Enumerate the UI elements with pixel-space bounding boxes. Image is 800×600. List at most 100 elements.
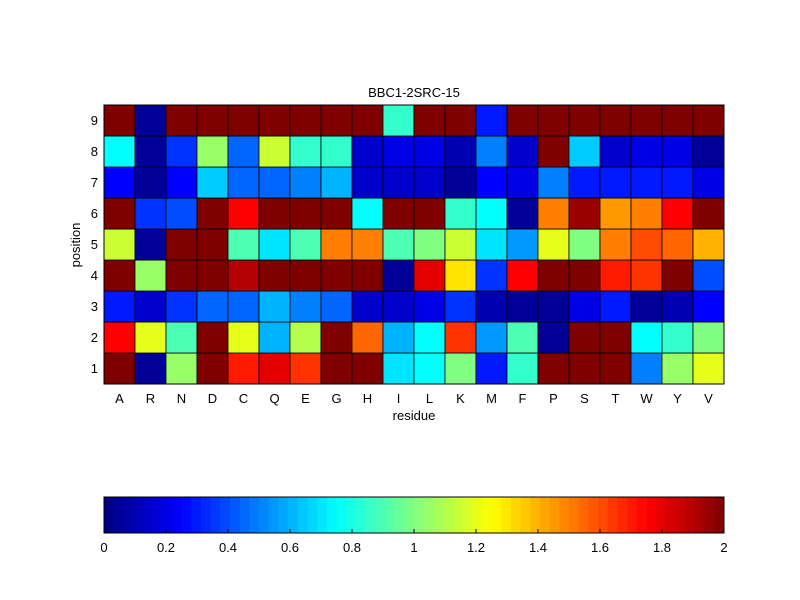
heatmap-cell-E-2 [289,321,322,354]
y-tick-label: 3 [91,299,98,314]
heatmap-cell-I-6 [382,197,415,230]
heatmap-cell-M-9 [475,104,508,137]
heatmap-cell-T-1 [599,352,632,385]
heatmap-cell-Y-2 [661,321,694,354]
colorbar-segment [472,497,483,533]
heatmap-cell-S-7 [568,166,601,199]
x-tick-label: R [146,391,155,406]
heatmap-cell-C-4 [227,259,260,292]
heatmap-cell-Y-7 [661,166,694,199]
heatmap-cell-Q-3 [258,290,291,323]
heatmap-cell-A-2 [103,321,136,354]
heatmap-cell-T-5 [599,228,632,261]
colorbar-segment [268,497,279,533]
heatmap-cell-H-4 [351,259,384,292]
heatmap-cell-C-6 [227,197,260,230]
colorbar-segment [578,497,589,533]
heatmap-cell-M-1 [475,352,508,385]
heatmap-cell-A-3 [103,290,136,323]
heatmap-cell-H-8 [351,135,384,168]
heatmap-cell-R-3 [134,290,167,323]
colorbar-segment [510,497,521,533]
heatmap-cell-S-8 [568,135,601,168]
heatmap-cell-K-9 [444,104,477,137]
heatmap-cell-Q-6 [258,197,291,230]
heatmap-cell-C-2 [227,321,260,354]
heatmap-cell-S-5 [568,228,601,261]
colorbar-segment [598,497,609,533]
heatmap-cell-W-7 [630,166,663,199]
colorbar-segment [249,497,260,533]
heatmap-cell-Y-8 [661,135,694,168]
heatmap-cell-D-9 [196,104,229,137]
heatmap-cell-Q-4 [258,259,291,292]
x-tick-label: S [580,391,589,406]
heatmap-cell-G-2 [320,321,353,354]
colorbar-segment [675,497,686,533]
heatmap-cell-L-3 [413,290,446,323]
heatmap-cell-V-2 [692,321,725,354]
heatmap-cell-N-3 [165,290,198,323]
heatmap-cell-T-3 [599,290,632,323]
heatmap-cell-I-7 [382,166,415,199]
heatmap-cell-M-5 [475,228,508,261]
heatmap-cell-R-4 [134,259,167,292]
heatmap-cell-W-9 [630,104,663,137]
heatmap-cell-L-5 [413,228,446,261]
x-tick-label: L [426,391,433,406]
y-tick-label: 1 [91,361,98,376]
colorbar-segment [171,497,182,533]
heatmap-cell-E-5 [289,228,322,261]
colorbar-segment [491,497,502,533]
heatmap-cell-A-8 [103,135,136,168]
heatmap-cell-E-9 [289,104,322,137]
heatmap-cell-E-6 [289,197,322,230]
heatmap-cell-R-6 [134,197,167,230]
heatmap-cell-H-7 [351,166,384,199]
heatmap-cell-T-6 [599,197,632,230]
heatmap-cell-A-9 [103,104,136,137]
heatmap-cell-M-3 [475,290,508,323]
colorbar-segment [501,497,512,533]
heatmap-cell-G-6 [320,197,353,230]
heatmap-cell-C-9 [227,104,260,137]
colorbar-segment [627,497,638,533]
heatmap-cell-D-8 [196,135,229,168]
colorbar-segment [394,497,405,533]
x-axis-label: residue [393,408,436,423]
heatmap-cell-S-2 [568,321,601,354]
x-tick-label: T [612,391,620,406]
heatmap-cell-T-2 [599,321,632,354]
heatmap-cell-K-5 [444,228,477,261]
heatmap-cell-C-7 [227,166,260,199]
heatmap-cell-V-4 [692,259,725,292]
colorbar-tick-label: 1.8 [653,540,671,555]
heatmap-cell-F-6 [506,197,539,230]
colorbar-segment [336,497,347,533]
heatmap-cell-K-7 [444,166,477,199]
colorbar-segment [297,497,308,533]
heatmap-cell-M-6 [475,197,508,230]
heatmap-cell-D-7 [196,166,229,199]
heatmap-cell-V-8 [692,135,725,168]
heatmap-cell-I-1 [382,352,415,385]
heatmap-cell-F-1 [506,352,539,385]
heatmap-cell-P-5 [537,228,570,261]
colorbar-segment [239,497,250,533]
x-tick-label: A [115,391,124,406]
heatmap-cell-N-7 [165,166,198,199]
colorbar-segment [404,497,415,533]
heatmap-cell-C-8 [227,135,260,168]
heatmap-cell-W-2 [630,321,663,354]
colorbar-segment [617,497,628,533]
colorbar-segment [665,497,676,533]
x-tick-label: I [397,391,401,406]
y-tick-label: 8 [91,144,98,159]
heatmap-cell-P-2 [537,321,570,354]
colorbar-tick-label: 0.6 [281,540,299,555]
colorbar-segment [530,497,541,533]
heatmap-cell-L-1 [413,352,446,385]
heatmap-cell-T-7 [599,166,632,199]
